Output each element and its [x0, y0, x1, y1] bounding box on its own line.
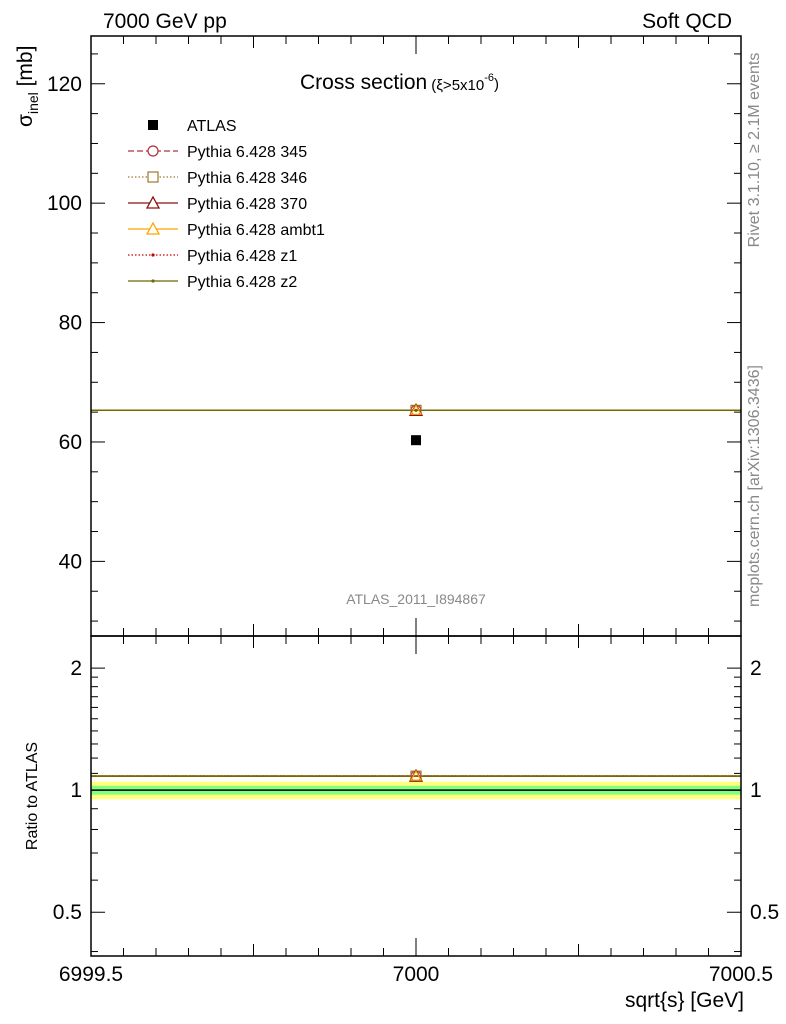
analysis-watermark: ATLAS_2011_I894867: [346, 591, 486, 607]
legend-entry: Pythia 6.428 370: [128, 195, 307, 213]
ratio-y-axis-label: Ratio to ATLAS: [24, 742, 41, 850]
source-label: mcplots.cern.ch [arXiv:1306.3436]: [746, 365, 763, 607]
y-tick-label: 80: [59, 312, 82, 335]
main-y-axis-label: σinel [mb]: [14, 46, 41, 127]
legend-entry: ATLAS: [148, 118, 237, 135]
ratio-y-axis: 0.5 0.5 1 1 2 2: [53, 657, 779, 953]
legend-label: Pythia 6.428 z2: [187, 274, 297, 291]
legend-marker: [151, 253, 155, 257]
x-tick-label: 7000: [393, 963, 440, 986]
ratio-plot-area: [90, 768, 742, 800]
legend-entry: Pythia 6.428 z2: [128, 274, 297, 291]
marker-ambt1: [409, 404, 423, 415]
header-left: 7000 GeV pp: [103, 10, 227, 33]
legend-entry: Pythia 6.428 ambt1: [128, 221, 325, 239]
legend-marker: [151, 279, 155, 283]
legend-marker: [145, 221, 161, 235]
legend-label: Pythia 6.428 z1: [187, 248, 297, 265]
marker-z2: [414, 408, 418, 412]
rivet-version-label: Rivet 3.1.10, ≥ 2.1M events: [746, 53, 763, 248]
ratio-y-tick-label-right: 0.5: [750, 901, 779, 924]
x-tick-label: 7000.5: [709, 963, 773, 986]
legend-label: ATLAS: [187, 118, 237, 135]
ratio-y-tick-label-right: 2: [750, 657, 762, 680]
x-axis: 6999.5 7000 7000.5: [59, 636, 773, 986]
header-right: Soft QCD: [642, 10, 732, 33]
legend-entry: Pythia 6.428 z1: [128, 248, 297, 265]
x-tick-label: 6999.5: [59, 963, 123, 986]
ratio-marker-ambt1: [409, 769, 423, 781]
legend-marker: [145, 195, 161, 209]
ratio-panel: 0.5 0.5 1 1 2 2 6999.5 7000 7000.5 Ratio to ATL…: [24, 635, 779, 1012]
x-axis-label: sqrt{s} [GeV]: [625, 989, 744, 1012]
legend: ATLAS Pythia 6.428 345 Pythia 6.428 346 Pyt…: [128, 118, 325, 291]
legend-marker: [147, 171, 159, 183]
legend-label: Pythia 6.428 ambt1: [187, 222, 325, 239]
main-y-axis: 40 60 80 100 120: [47, 36, 742, 636]
ratio-y-tick-label-left: 2: [70, 657, 82, 680]
legend-marker: [148, 120, 158, 130]
legend-entry: Pythia 6.428 346: [128, 170, 307, 187]
main-plot-area: [90, 402, 742, 446]
ratio-y-tick-label-left: 0.5: [53, 901, 82, 924]
main-panel: 40 60 80 100 120 Cross section (ξ>5x10-6) σin…: [14, 35, 742, 637]
legend-label: Pythia 6.428 345: [187, 144, 307, 161]
legend-entry: Pythia 6.428 345: [128, 144, 307, 161]
chart-title: Cross section (ξ>5x10-6): [300, 71, 499, 94]
y-tick-label: 60: [59, 431, 82, 454]
atlas-data-point: [411, 435, 421, 446]
y-tick-label: 100: [47, 192, 82, 215]
y-tick-label: 40: [59, 550, 82, 573]
y-tick-label: 120: [47, 73, 82, 96]
ratio-y-tick-label-left: 1: [70, 779, 82, 802]
ratio-y-tick-label-right: 1: [750, 779, 762, 802]
legend-marker: [147, 145, 159, 157]
legend-label: Pythia 6.428 370: [187, 196, 307, 213]
legend-label: Pythia 6.428 346: [187, 170, 307, 187]
